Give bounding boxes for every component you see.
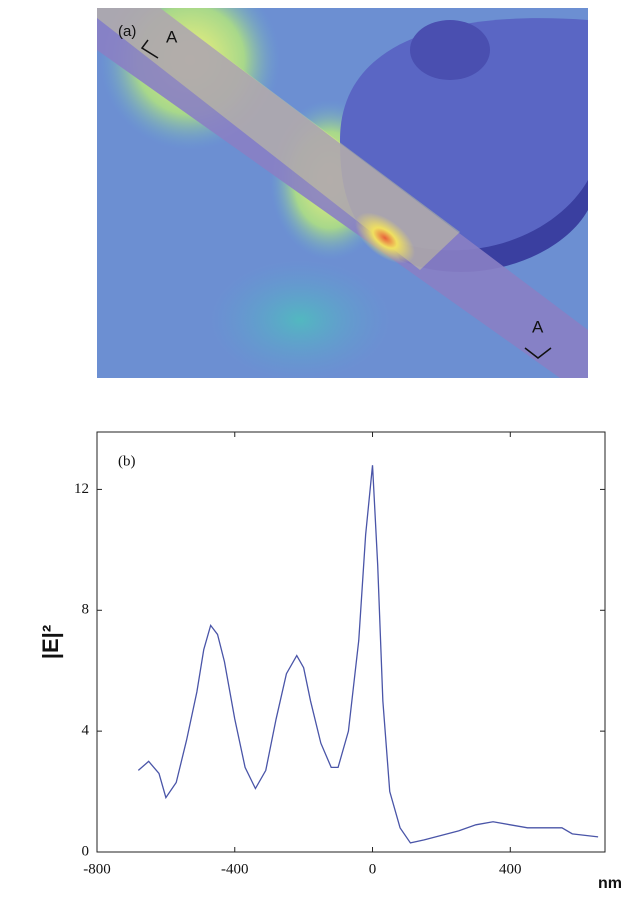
x-tick-label: -400 <box>221 861 249 877</box>
y-tick-label: 4 <box>82 723 90 739</box>
x-tick-label: -800 <box>83 861 111 877</box>
marker-label: A <box>532 317 544 336</box>
plot-frame <box>96 431 606 853</box>
y-tick-label: 12 <box>74 481 89 497</box>
panel-a-label: (a) <box>118 23 136 40</box>
x-tick-label: 400 <box>499 861 522 877</box>
x-axis-label: nm <box>598 875 622 892</box>
marker-label: A <box>166 27 178 46</box>
panel-b-label: (b) <box>118 453 136 469</box>
y-tick-label: 8 <box>82 602 90 618</box>
cut-marker <box>140 39 159 59</box>
y-axis-label: |E|² <box>38 625 63 659</box>
field-map <box>97 8 588 378</box>
data-line <box>137 465 599 844</box>
x-tick-label: 0 <box>369 861 377 877</box>
y-tick-label: 0 <box>82 843 90 859</box>
cut-marker <box>524 347 552 359</box>
